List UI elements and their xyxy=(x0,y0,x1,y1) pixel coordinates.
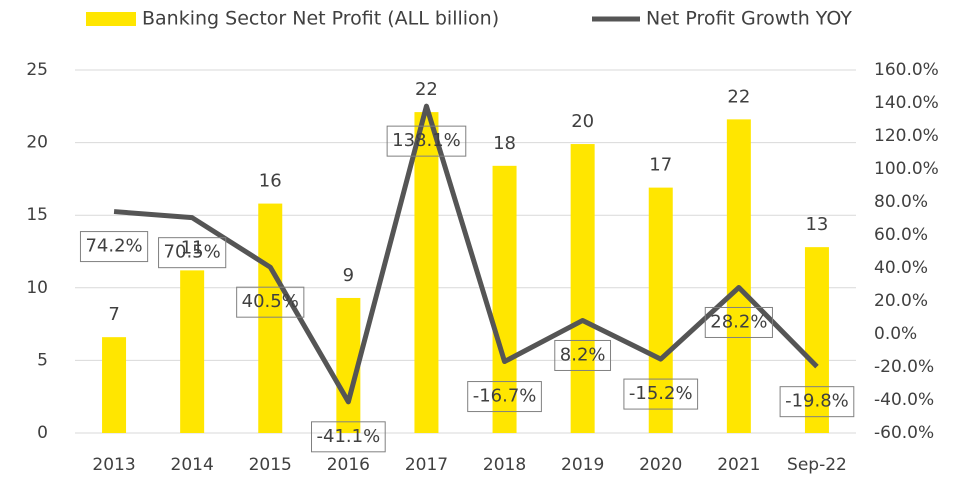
bar xyxy=(102,337,127,433)
x-tick-label: 2015 xyxy=(249,455,292,475)
legend-swatch xyxy=(86,12,136,26)
bar-value-label: 22 xyxy=(727,86,750,107)
growth-line xyxy=(113,103,819,405)
bar xyxy=(804,247,829,433)
bar xyxy=(726,119,751,434)
bar-value-label: 9 xyxy=(343,265,354,286)
bar-value-label: 20 xyxy=(571,111,594,132)
y2-tick-label: 100.0% xyxy=(874,159,939,179)
x-tick-label: 2020 xyxy=(639,455,682,475)
value-label-box xyxy=(79,231,149,263)
y2-tick-label: -20.0% xyxy=(874,357,934,377)
line-value-label: 40.5% xyxy=(242,291,299,312)
line-value-label: -15.2% xyxy=(629,383,693,404)
value-label-box xyxy=(236,286,305,318)
value-label-box xyxy=(158,237,227,269)
bar xyxy=(414,112,439,433)
bar-value-label: 7 xyxy=(108,304,119,325)
line-value-label: 138.1% xyxy=(392,130,461,151)
y-tick-label: 5 xyxy=(37,350,48,370)
bar xyxy=(492,165,517,433)
line-value-label: 74.2% xyxy=(85,236,142,257)
line-value-label: -19.8% xyxy=(785,391,849,412)
y2-tick-label: 140.0% xyxy=(874,93,939,113)
value-label-box xyxy=(704,306,773,338)
bar xyxy=(180,270,205,433)
x-tick-label: 2013 xyxy=(92,455,135,475)
bar xyxy=(648,187,673,433)
x-tick-label: 2014 xyxy=(171,455,214,475)
line-value-label: -16.7% xyxy=(473,386,537,407)
y2-tick-label: 0.0% xyxy=(874,324,917,344)
bar-value-label: 16 xyxy=(259,171,282,192)
legend-label: Banking Sector Net Profit (ALL billion) xyxy=(142,8,499,30)
y2-tick-label: 40.0% xyxy=(874,258,928,278)
y-tick-label: 25 xyxy=(26,60,48,80)
bar-value-label: 13 xyxy=(805,214,828,235)
line-value-label: -41.1% xyxy=(317,426,381,447)
y2-tick-label: 160.0% xyxy=(874,60,939,80)
value-label-box xyxy=(386,125,467,157)
bar-value-label: 17 xyxy=(649,155,672,176)
bar xyxy=(258,203,283,433)
x-tick-label: 2019 xyxy=(561,455,604,475)
x-tick-label: 2021 xyxy=(717,455,760,475)
x-tick-label: 2018 xyxy=(483,455,526,475)
bar-value-label: 11 xyxy=(181,237,204,258)
value-label-box xyxy=(779,386,855,418)
value-label-box xyxy=(623,378,699,410)
line-value-label: 28.2% xyxy=(710,311,767,332)
value-label-box xyxy=(554,339,612,371)
line-value-label: 70.5% xyxy=(164,242,221,263)
legend-label: Net Profit Growth YOY xyxy=(646,8,852,30)
value-label-box xyxy=(311,421,386,453)
y2-tick-label: 120.0% xyxy=(874,126,939,146)
bar-value-label: 22 xyxy=(415,79,438,100)
y-tick-label: 15 xyxy=(26,205,48,225)
y2-tick-label: -60.0% xyxy=(874,423,934,443)
x-tick-label: 2017 xyxy=(405,455,448,475)
x-tick-label: Sep-22 xyxy=(787,455,847,475)
y2-tick-label: 20.0% xyxy=(874,291,928,311)
value-label-box xyxy=(467,381,542,413)
x-tick-label: 2016 xyxy=(327,455,370,475)
bar xyxy=(570,144,595,433)
bar-value-label: 18 xyxy=(493,133,516,154)
y-tick-label: 20 xyxy=(26,133,48,153)
y-tick-label: 0 xyxy=(37,423,48,443)
y-tick-label: 10 xyxy=(26,278,48,298)
line-value-label: 8.2% xyxy=(560,344,606,365)
y2-tick-label: -40.0% xyxy=(874,390,934,410)
y2-tick-label: 80.0% xyxy=(874,192,928,212)
y2-tick-label: 60.0% xyxy=(874,225,928,245)
